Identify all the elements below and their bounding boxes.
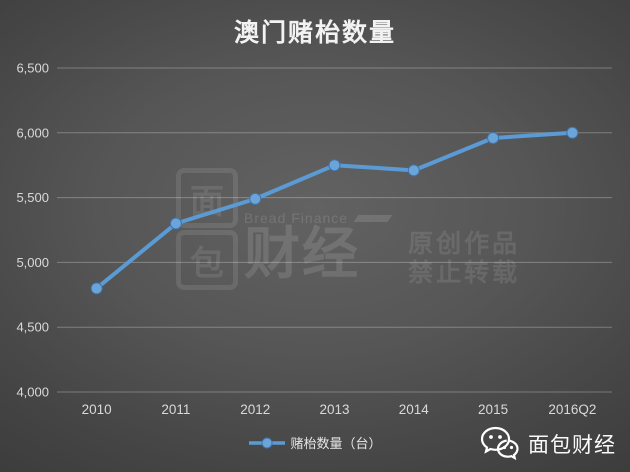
footer-brand-name: 面包财经 <box>528 434 616 457</box>
x-tick-label: 2013 <box>319 402 349 417</box>
chart-title: 澳门赌枱数量 <box>233 19 396 47</box>
data-point <box>328 159 341 172</box>
data-point <box>566 126 579 139</box>
footer-brand-bar: 面包财经 <box>479 425 616 463</box>
x-tick-label: 2016Q2 <box>548 402 596 417</box>
data-point <box>249 192 262 205</box>
data-line <box>94 130 575 291</box>
x-tick-label: 2012 <box>240 402 270 417</box>
legend-line-marker-icon <box>249 437 286 448</box>
chart-legend: 赌枱数量（台） <box>0 433 630 452</box>
legend-label: 赌枱数量（台） <box>290 436 382 451</box>
y-tick-label: 5,500 <box>16 190 49 205</box>
x-tick-label: 2010 <box>82 402 112 417</box>
x-tick-label: 2015 <box>478 402 508 417</box>
y-tick-label: 6,000 <box>16 125 49 140</box>
wechat-icon <box>480 426 519 461</box>
data-point <box>169 217 182 230</box>
data-point <box>407 164 420 177</box>
x-tick-label: 2011 <box>161 402 190 417</box>
x-tick-label: 2014 <box>399 402 430 417</box>
data-point <box>90 282 103 295</box>
y-tick-label: 6,500 <box>16 61 49 76</box>
data-point <box>487 131 500 144</box>
y-tick-label: 5,000 <box>16 255 49 270</box>
y-tick-label: 4,000 <box>16 385 49 400</box>
y-tick-label: 4,500 <box>16 320 49 335</box>
